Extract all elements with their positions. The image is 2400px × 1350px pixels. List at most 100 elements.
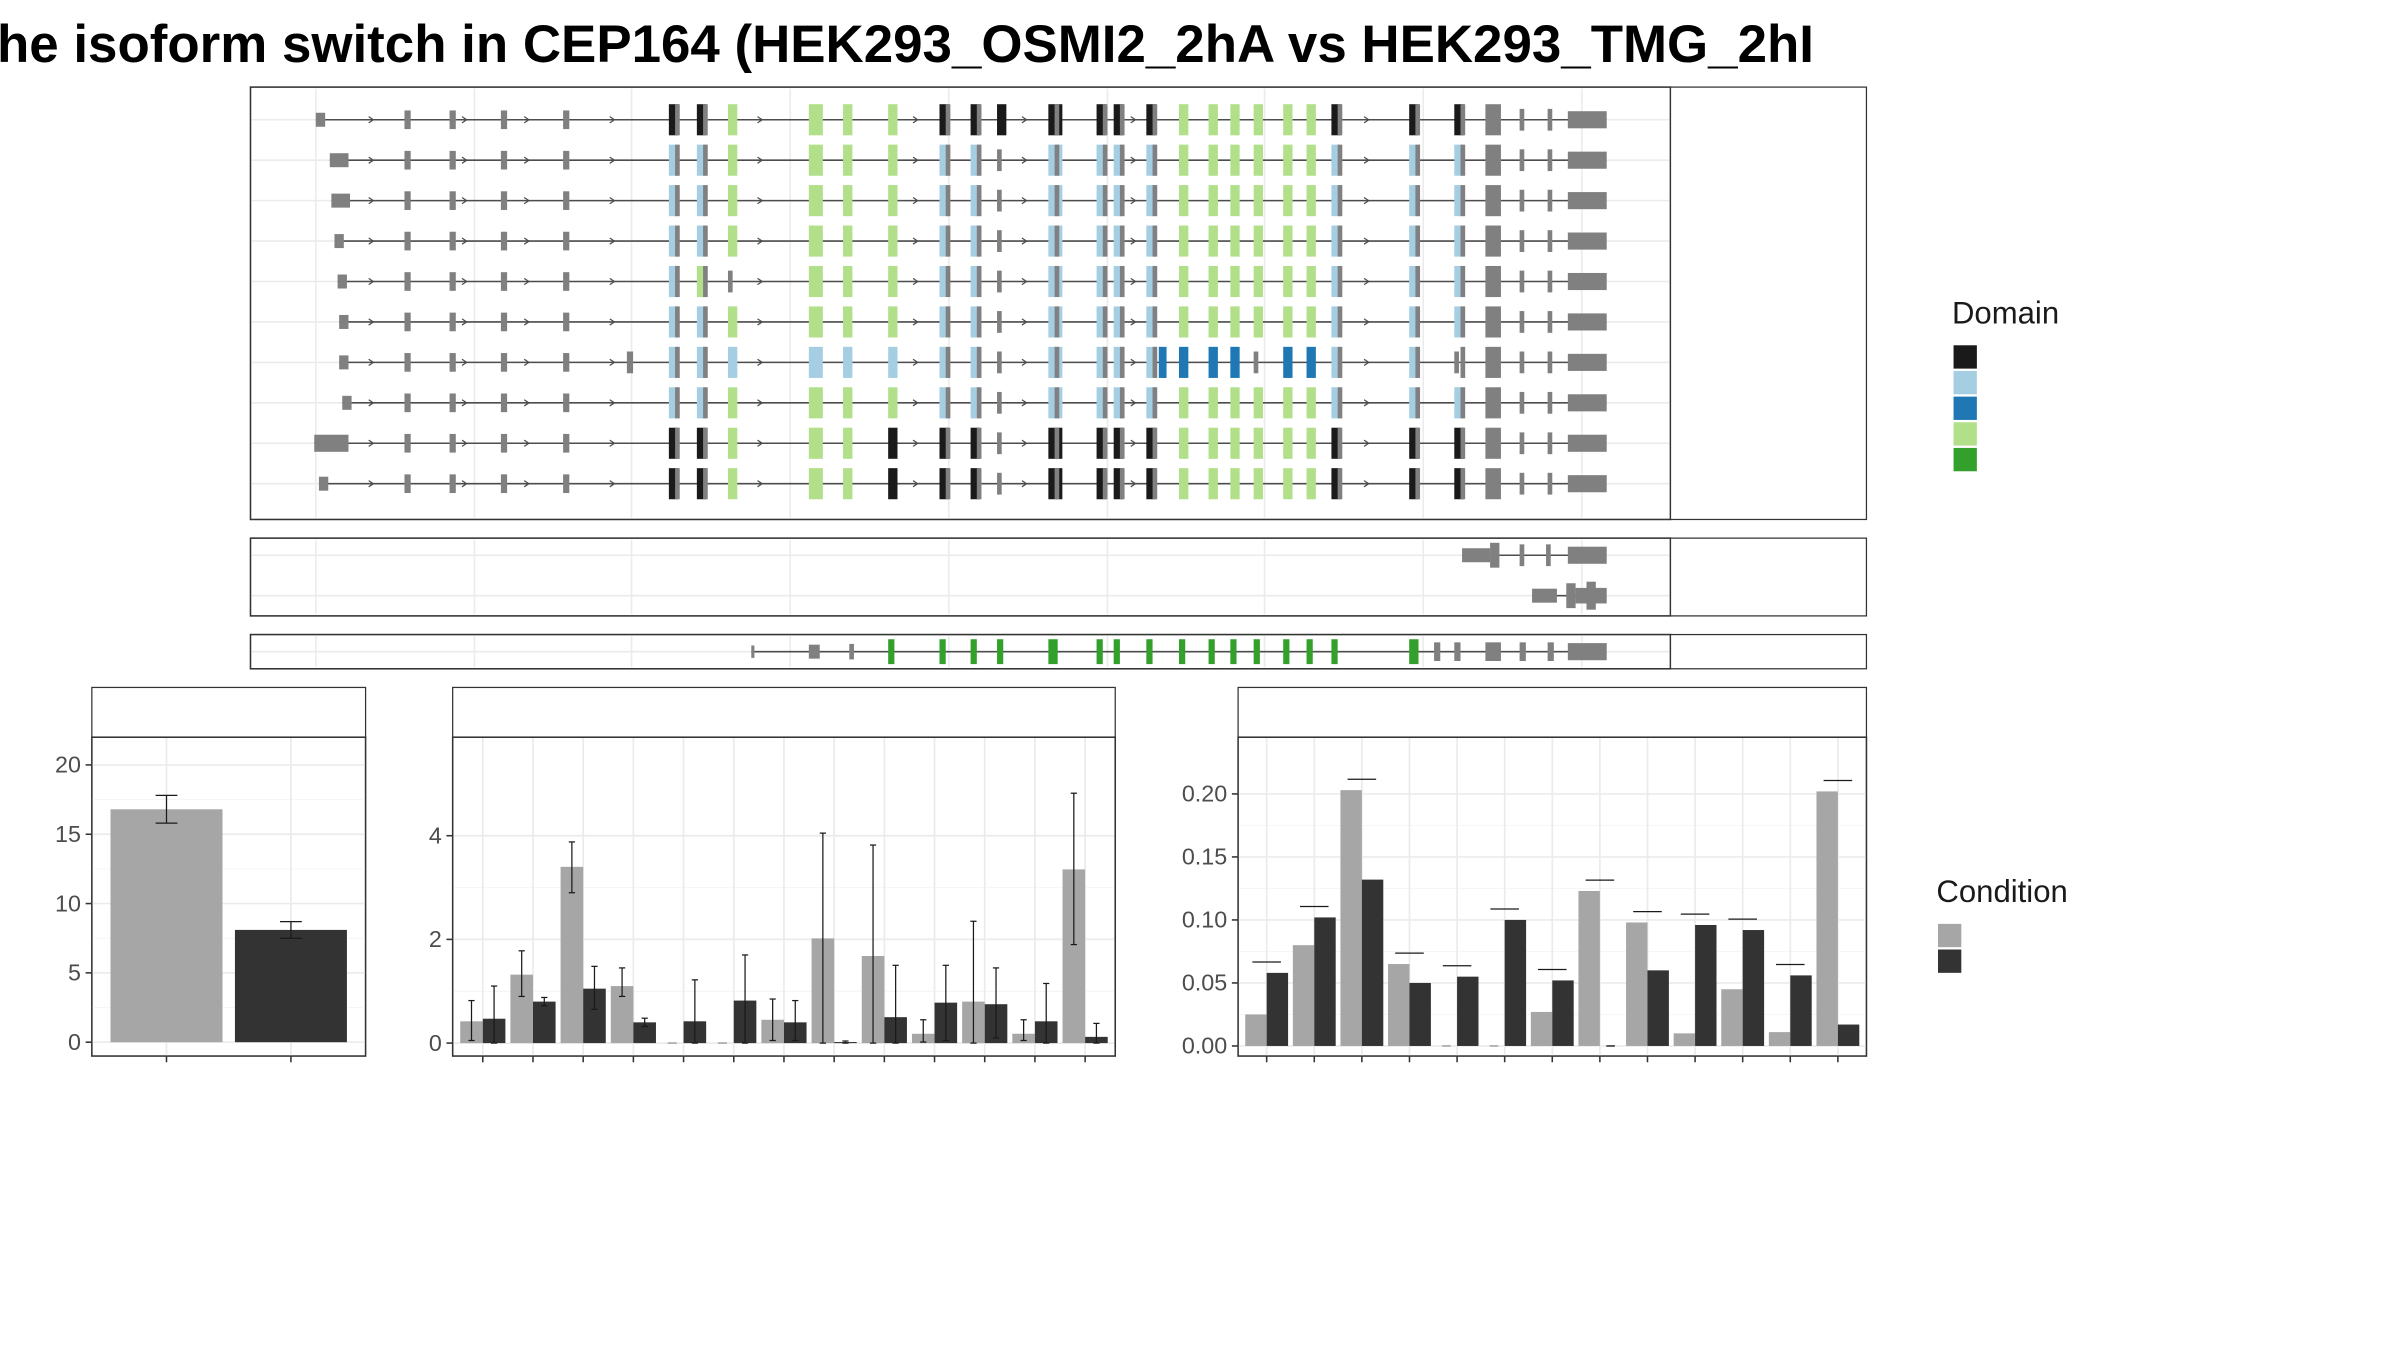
strand-arrow [757,358,764,367]
exon-block [1054,427,1060,459]
strand-arrow [609,439,616,447]
strand-arrow [609,116,616,124]
exon-block [1460,346,1466,378]
bar [1816,791,1838,1046]
strand-arrow [1021,480,1028,488]
exon-block [675,265,680,298]
exon-block [675,225,680,257]
domain-legend-swatch [1953,422,1977,446]
exon-block [970,104,980,136]
exon-block [1485,427,1501,459]
exon-block [1485,265,1501,298]
y-tick-label: 0.20 [1182,781,1227,807]
exon-block [976,104,982,136]
figure-title: he isoform switch in CEP164 (HEK293_OSMI… [0,15,1814,74]
strand-arrow [368,116,375,124]
exon-block [1113,185,1124,217]
strand-arrow [1363,237,1370,245]
exon-block [888,639,895,665]
exon-block [1331,639,1338,665]
exon-block [939,427,949,459]
isoform-expression-chart: 0 2 4 [429,686,1117,1063]
exon-block [500,191,508,210]
strand-arrow [609,197,616,205]
exon-block [808,185,823,217]
exon-block [449,393,456,413]
exon-block [1519,472,1525,495]
domain-legend-swatch [1953,370,1977,395]
exon-block [1415,306,1421,338]
exon-block [668,185,679,217]
exon-block [1230,225,1240,257]
exon-block [1119,427,1125,459]
exon-block [1283,639,1290,665]
exon-block [1460,468,1466,500]
y-tick-label: 15 [55,821,81,847]
exon-block [997,189,1002,212]
exon-block [1230,306,1240,338]
exon-block [1546,544,1551,567]
exon-block [563,110,570,130]
exon-block [1152,144,1158,176]
exon-block [1119,306,1125,338]
y-tick-label: 0.10 [1182,907,1227,933]
exon-block [976,185,982,217]
exon-block [1179,346,1189,378]
exon-block [1179,225,1189,257]
exon-block [945,144,951,176]
exon-block [1146,144,1156,176]
strand-arrow [523,197,531,205]
exon-block [1230,265,1240,298]
exon-block [888,427,898,459]
exon-block [1454,225,1464,257]
exon-block [888,144,898,176]
exon-block [843,346,853,378]
exon-block [1283,104,1293,136]
exon-block [703,346,708,378]
exon-block [1415,144,1421,176]
exon-block [1208,144,1218,176]
exon-block [696,346,707,378]
exon-block [1119,185,1125,217]
exon-block [939,346,949,378]
exon-block [945,387,951,419]
exon-block [1119,144,1125,176]
exon-block [1230,639,1237,665]
exon-block [500,231,508,251]
exon-block [1113,639,1120,665]
exon-block [970,265,980,298]
exon-block [997,311,1002,333]
exon-block [1547,149,1553,172]
exon-block [970,346,980,378]
chart-title-strip [1237,686,1868,738]
strand-arrow [368,399,375,407]
strand-arrow [912,358,919,367]
exon-block [1415,185,1421,217]
strand-arrow [1363,156,1370,164]
y-tick-label: 4 [429,822,442,848]
exon-block [318,476,329,491]
exon-block [696,225,707,257]
exon-block [1283,387,1293,419]
exon-block [1485,346,1501,378]
exon-block [727,104,738,136]
exon-block [1547,472,1553,495]
exon-block [1253,639,1260,665]
y-tick-label: 0 [68,1029,81,1055]
exon-block [808,265,823,298]
exon-block [1054,265,1060,298]
strand-arrow [609,358,616,367]
exon-block [1331,265,1341,298]
exon-block [1460,387,1466,419]
exon-block [976,306,982,338]
exon-block [997,149,1002,172]
bar [1695,924,1717,1046]
exon-block [1415,265,1421,298]
exon-block [976,427,982,459]
exon-block [976,225,982,257]
exon-block [1253,351,1259,374]
exon-block [1208,185,1218,217]
strand-arrow [1021,358,1028,367]
strand-arrow [609,277,616,286]
